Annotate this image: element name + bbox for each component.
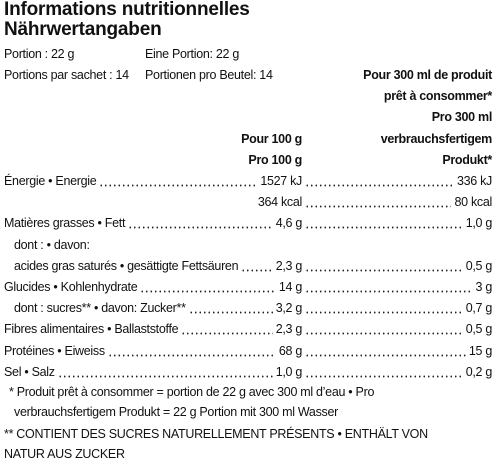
value-per-300ml: 0,2 g (465, 364, 493, 379)
value-per-100g: 2,3 g (275, 258, 303, 273)
portion-fr: Portions par sachet : 14 (4, 68, 129, 83)
row-right: 80 kcal (302, 192, 492, 213)
leader (305, 361, 463, 382)
row-left: Protéines • Eiweiss 68 g (4, 340, 302, 361)
value-per-300ml: 15 g (468, 343, 492, 358)
nutrient-row: Glucides • Kohlenhydrate 14 g 3 g (4, 277, 492, 297)
leader (305, 192, 452, 213)
value-per-300ml: 1,0 g (465, 216, 493, 231)
nutrient-label: Énergie • Energie (4, 174, 97, 188)
value-per-100g: 68 g (278, 343, 302, 358)
value-per-300ml: 336 kJ (456, 174, 492, 188)
spacer (4, 192, 258, 212)
subtitle: Nährwertangaben (4, 19, 162, 40)
leader (305, 277, 473, 297)
value-per-100g: 3,2 g (275, 301, 303, 316)
nutrient-row: acides gras saturés • gesättigte Fettsäu… (4, 255, 493, 276)
column-header: prêt à consommer* (383, 89, 492, 104)
leader (188, 298, 273, 319)
row-right: 0,5 g (302, 255, 493, 276)
nutrient-label: Protéines • Eiweiss (4, 343, 105, 358)
row-left: dont : • davon: (4, 235, 302, 255)
row-right: 1,0 g (302, 213, 493, 234)
nutrient-label: Glucides • Kohlenhydrate (4, 280, 138, 294)
row-left: dont : sucres** • davon: Zucker** 3,2 g (4, 298, 303, 319)
leader (305, 340, 466, 361)
leader (241, 255, 273, 276)
nutrient-row: Fibres alimentaires • Ballaststoffe 2,3 g… (4, 319, 493, 340)
value-per-300ml: 0,5 g (465, 258, 493, 273)
column-header: Produkt* (442, 152, 492, 167)
portion-de: Eine Portion: 22 g (145, 47, 239, 61)
nutrient-row: Énergie • Energie 1527 kJ 336 kJ (4, 171, 492, 191)
nutrient-label: dont : sucres** • davon: Zucker** (14, 301, 186, 316)
column-header: Pro 300 ml (431, 110, 493, 125)
nutrient-row: dont : • davon: (4, 235, 492, 255)
value-per-100g: 364 kcal (257, 195, 302, 210)
row-left: Glucides • Kohlenhydrate 14 g (4, 277, 302, 297)
leader (128, 213, 273, 234)
value-per-300ml: 3 g (475, 280, 493, 294)
column-header: Pour 300 ml de produit (363, 68, 492, 82)
row-right: 0,5 g (302, 319, 493, 340)
nutrient-row: dont : sucres** • davon: Zucker** 3,2 g 0,… (4, 298, 493, 319)
nutrient-label: Fibres alimentaires • Ballaststoffe (4, 322, 179, 337)
column-header: Pour 100 g (241, 131, 302, 146)
leader (305, 298, 463, 319)
nutrient-label: Sel • Salz (4, 364, 55, 379)
nutrient-row: 364 kcal 80 kcal (4, 192, 492, 213)
value-per-300ml: 80 kcal (454, 195, 492, 210)
portion-fr: Portion : 22 g (4, 47, 75, 61)
nutrient-row: Matières grasses • Fett 4,6 g 1,0 g (4, 213, 493, 234)
leader (305, 213, 463, 234)
row-left: 364 kcal (4, 192, 302, 212)
row-left: acides gras saturés • gesättigte Fettsäu… (4, 255, 303, 276)
row-left: Sel • Salz 1,0 g (4, 361, 303, 382)
leader (305, 255, 463, 276)
row-right: 0,7 g (302, 298, 493, 319)
row-right: 3 g (302, 277, 492, 297)
nutrient-label: acides gras saturés • gesättigte Fettsäu… (14, 258, 239, 273)
value-per-100g: 14 g (278, 280, 302, 294)
row-right: 15 g (302, 340, 492, 361)
row-left: Fibres alimentaires • Ballaststoffe 2,3 g (4, 319, 303, 340)
column-header: Pro 100 g (248, 152, 302, 167)
nutrient-label: Matières grasses • Fett (4, 216, 126, 231)
row-right: 0,2 g (302, 361, 493, 382)
footnote: * Produit prêt à consommer = portion de … (9, 385, 375, 419)
footnote: ** CONTIENT DES SUCRES NATURELLEMENT PRÉ… (4, 427, 428, 461)
nutrient-label: dont : • davon: (14, 237, 90, 252)
row-left: Matières grasses • Fett 4,6 g (4, 213, 303, 234)
value-per-100g: 1,0 g (275, 364, 303, 379)
portion-de: Portionen pro Beutel: 14 (145, 68, 273, 83)
leader (305, 319, 463, 340)
row-right: 336 kJ (302, 171, 492, 191)
leader (99, 171, 258, 191)
nutrient-row: Protéines • Eiweiss 68 g 15 g (4, 340, 492, 361)
row-right (302, 235, 492, 255)
leader (140, 277, 276, 297)
row-left: Énergie • Energie 1527 kJ (4, 171, 302, 191)
leader (107, 340, 276, 361)
nutrient-row: Sel • Salz 1,0 g 0,2 g (4, 361, 493, 382)
value-per-300ml: 0,7 g (465, 301, 493, 316)
title: Informations nutritionnelles (4, 0, 250, 20)
value-per-100g: 1527 kJ (260, 174, 302, 188)
column-header: verbrauchsfertigem (380, 131, 493, 146)
leader (57, 361, 273, 382)
leader (305, 171, 454, 191)
value-per-100g: 2,3 g (275, 322, 303, 337)
value-per-100g: 4,6 g (275, 216, 303, 231)
value-per-300ml: 0,5 g (465, 322, 493, 337)
leader (181, 319, 273, 340)
